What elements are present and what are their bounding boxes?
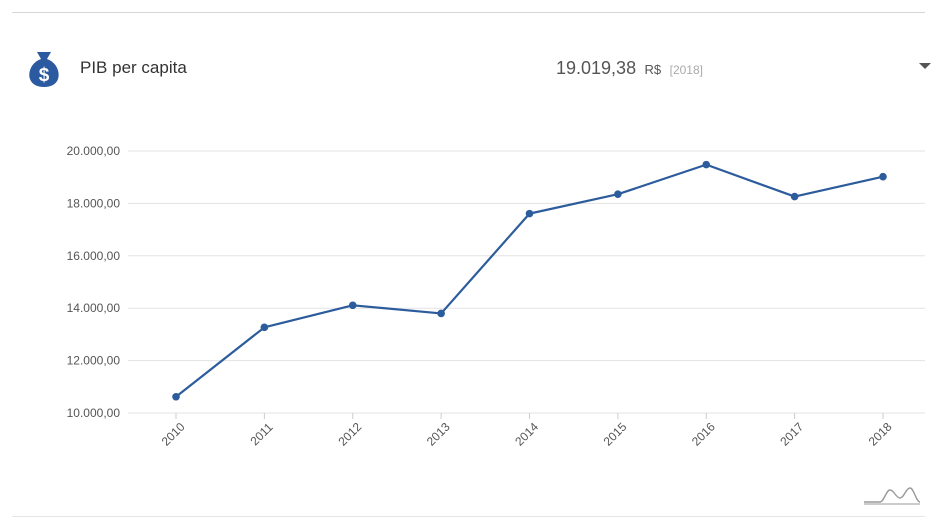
data-point[interactable] — [348, 301, 357, 310]
x-tick-label: 2017 — [777, 420, 806, 449]
chart-type-icon[interactable] — [862, 478, 922, 508]
chart-series — [172, 160, 887, 401]
bottom-divider — [12, 516, 925, 517]
data-point[interactable] — [879, 172, 887, 181]
x-tick-label: 2011 — [247, 420, 275, 448]
x-tick-label: 2015 — [601, 420, 630, 449]
money-bag-icon: $ — [29, 52, 59, 87]
x-tick-label: 2016 — [689, 420, 718, 449]
data-point[interactable] — [437, 309, 445, 318]
series-line — [175, 163, 884, 398]
data-point[interactable] — [172, 392, 180, 401]
y-tick-label: 12.000,00 — [67, 354, 121, 368]
y-tick-label: 14.000,00 — [67, 301, 121, 315]
top-divider — [12, 12, 925, 13]
indicator-year: [2018] — [669, 63, 703, 77]
x-tick-label: 2014 — [512, 420, 541, 449]
x-tick-label: 2012 — [336, 420, 365, 449]
data-point[interactable] — [260, 323, 269, 332]
chart-gridlines — [128, 150, 925, 414]
chevron-down-icon[interactable] — [919, 63, 931, 69]
indicator-value: 19.019,38 — [556, 58, 637, 78]
x-axis: 2010 2011 2012 2013 2014 2015 2016 2017 2018 — [159, 413, 895, 449]
indicator-value-group: 19.019,38 R$ [2018] — [556, 58, 703, 79]
y-axis: 10.000,00 12.000,00 14.000,00 16.000,00 18.0… — [67, 144, 121, 420]
data-point[interactable] — [614, 190, 622, 199]
data-point[interactable] — [702, 160, 711, 169]
x-tick-label: 2013 — [424, 420, 453, 449]
y-tick-label: 20.000,00 — [67, 144, 121, 158]
indicator-unit: R$ — [644, 62, 662, 77]
indicator-title: PIB per capita — [80, 58, 187, 77]
y-tick-label: 16.000,00 — [67, 249, 121, 263]
data-point[interactable] — [525, 209, 534, 218]
y-tick-label: 10.000,00 — [67, 406, 121, 420]
svg-text:$: $ — [39, 65, 50, 86]
data-point[interactable] — [790, 192, 799, 201]
y-tick-label: 18.000,00 — [67, 196, 121, 210]
indicator-header: $ PIB per capita 19.019,38 R$ [2018] — [0, 46, 937, 90]
x-tick-label: 2018 — [866, 420, 895, 449]
x-tick-label: 2010 — [159, 420, 188, 449]
